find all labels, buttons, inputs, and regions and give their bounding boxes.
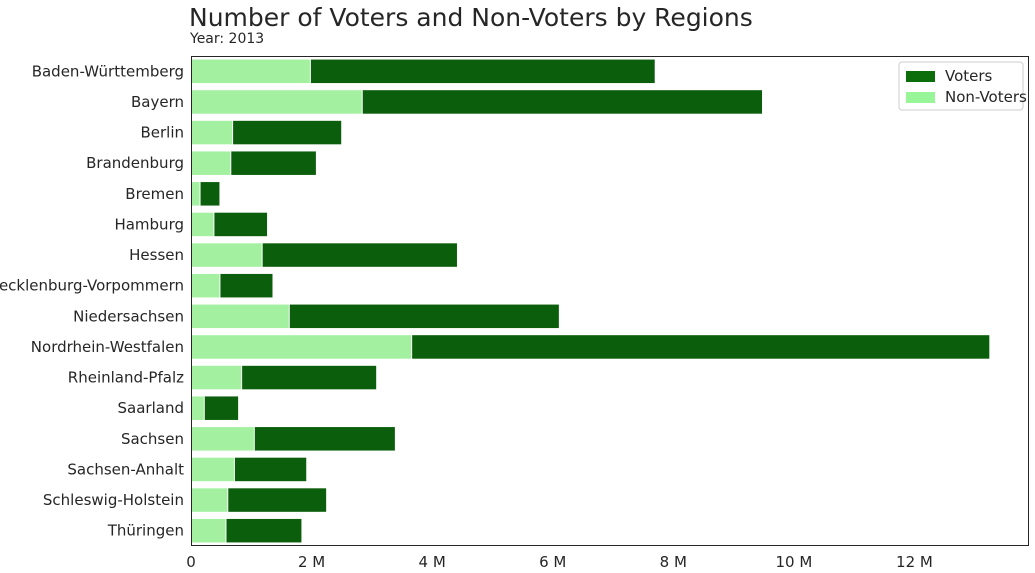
category-label: Sachsen-Anhalt xyxy=(67,460,184,478)
category-label: Thüringen xyxy=(107,522,184,540)
category-label: Bayern xyxy=(131,93,184,111)
legend-label: Non-Voters xyxy=(945,88,1027,106)
x-tick-label: 0 xyxy=(186,553,196,571)
bar-non-voters xyxy=(190,334,413,360)
category-label: Mecklenburg-Vorpommern xyxy=(0,277,184,295)
bar-non-voters xyxy=(190,364,243,391)
category-label: Hamburg xyxy=(114,215,184,233)
category-label: Sachsen xyxy=(121,430,184,448)
bar-non-voters xyxy=(190,395,205,421)
bar-non-voters xyxy=(190,150,232,176)
bar-non-voters xyxy=(190,211,215,238)
category-label: Schleswig-Holstein xyxy=(43,491,184,509)
category-label: Brandenburg xyxy=(86,154,184,172)
category-label: Saarland xyxy=(118,399,184,417)
x-tick-label: 4 M xyxy=(419,553,446,571)
bar-non-voters xyxy=(190,272,221,299)
x-tick-label: 12 M xyxy=(896,553,933,571)
x-axis-ticks: 0 2 M 4 M 6 M 8 M 10 M 12 M xyxy=(186,553,933,571)
category-label: Bremen xyxy=(125,185,184,203)
bar-non-voters xyxy=(190,487,229,513)
bars-layer xyxy=(190,58,991,544)
category-label: Niedersachsen xyxy=(73,307,184,325)
bar-non-voters xyxy=(190,426,255,452)
bar-non-voters xyxy=(190,58,311,85)
bar-non-voters xyxy=(190,89,363,115)
category-label: Rheinland-Pfalz xyxy=(68,369,184,387)
bar-non-voters xyxy=(190,181,201,207)
x-tick-label: 8 M xyxy=(660,553,687,571)
legend-swatch xyxy=(906,71,935,82)
legend: Voters Non-Voters xyxy=(898,61,1027,111)
bar-non-voters xyxy=(190,303,290,330)
legend-swatch xyxy=(906,92,935,103)
plot-frame xyxy=(191,56,1029,546)
category-labels: Baden-Württemberg Bayern Berlin Brandenburg… xyxy=(0,62,184,539)
category-label: Hessen xyxy=(129,246,184,264)
x-tick-label: 10 M xyxy=(775,553,812,571)
bar-non-voters xyxy=(190,242,263,268)
x-tick-label: 2 M xyxy=(298,553,325,571)
legend-label: Voters xyxy=(945,67,993,85)
category-label: Berlin xyxy=(140,124,184,142)
chart-title: Number of Voters and Non-Voters by Regio… xyxy=(189,3,753,32)
category-label: Baden-Württemberg xyxy=(32,62,184,80)
bar-non-voters xyxy=(190,456,235,483)
x-tick-label: 6 M xyxy=(539,553,566,571)
bar-non-voters xyxy=(190,119,234,146)
category-label: Nordrhein-Westfalen xyxy=(31,338,184,356)
bar-non-voters xyxy=(190,517,227,544)
chart-subtitle: Year: 2013 xyxy=(190,31,265,47)
